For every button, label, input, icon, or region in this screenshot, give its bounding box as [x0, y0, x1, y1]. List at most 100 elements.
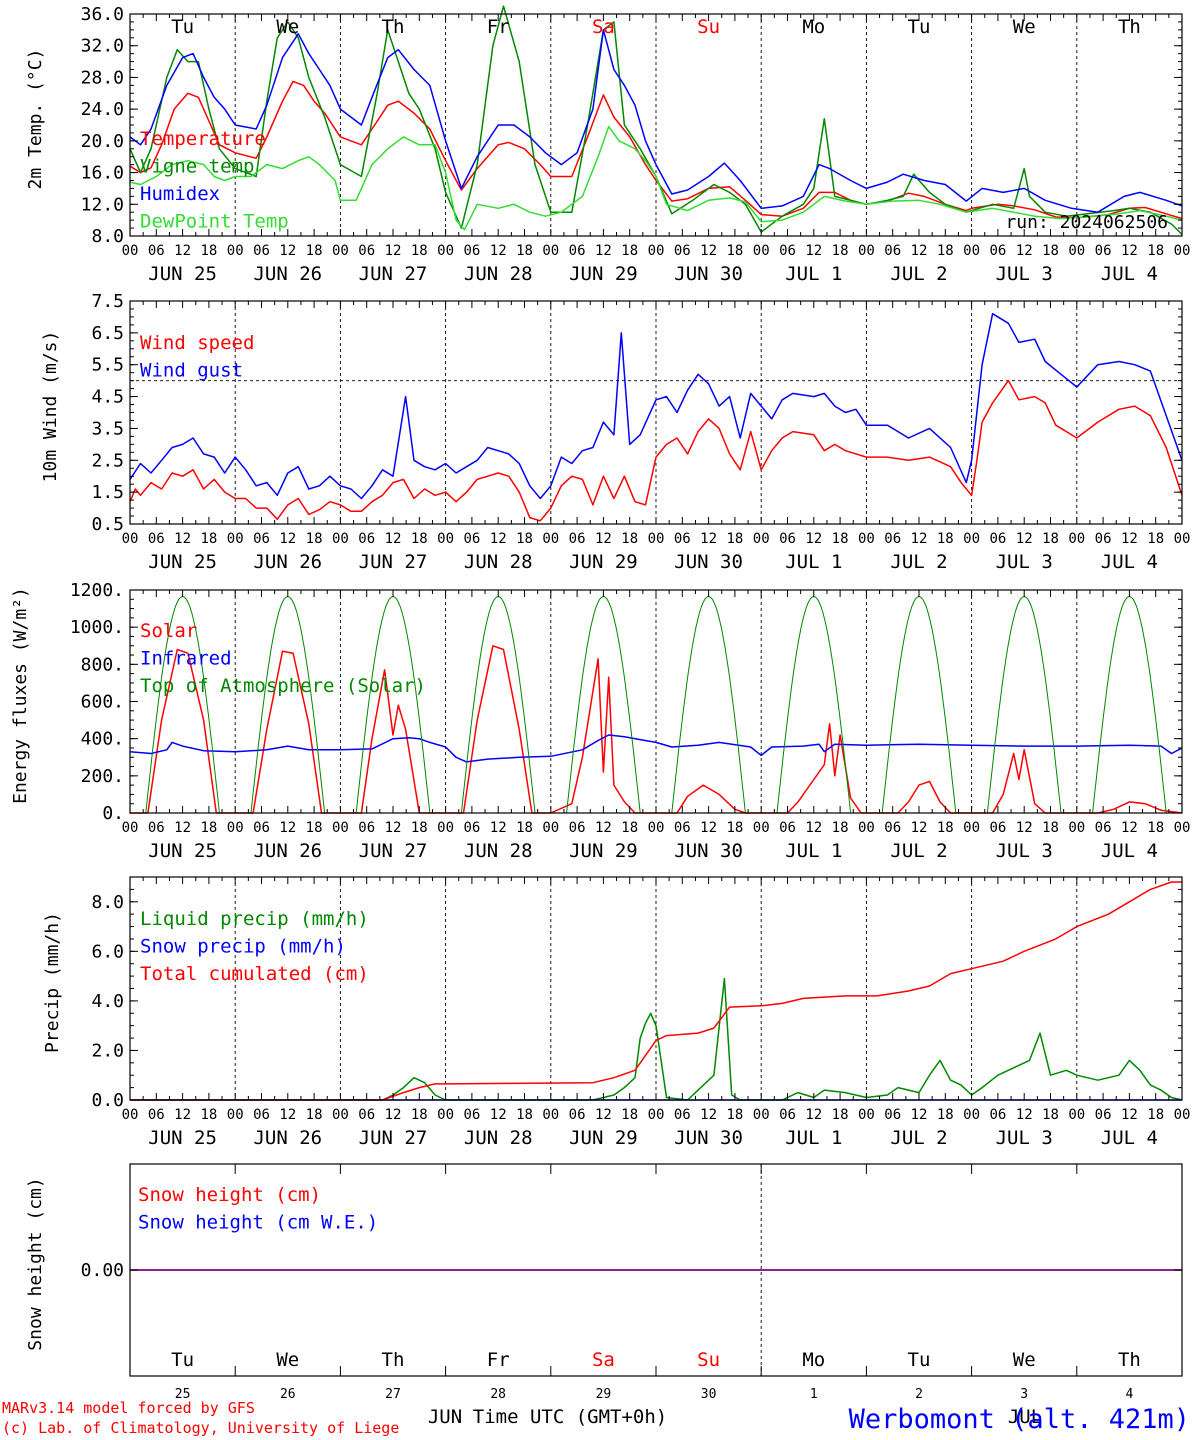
- hour-tick-label: 06: [779, 820, 796, 836]
- hour-tick-label: 18: [726, 243, 743, 259]
- hour-tick-label: 12: [279, 531, 296, 547]
- hour-tick-label: 12: [595, 243, 612, 259]
- hour-tick-label: 00: [437, 243, 454, 259]
- hour-tick-label: 12: [1121, 820, 1138, 836]
- hour-tick-label: 00: [963, 531, 980, 547]
- date-label: JUN 27: [359, 1127, 428, 1149]
- hour-tick-label: 00: [437, 820, 454, 836]
- hour-tick-label: 12: [911, 1107, 928, 1123]
- hour-tick-label: 12: [490, 1107, 507, 1123]
- weekday-label: We: [1013, 16, 1036, 38]
- y-tick-label: 8.0: [91, 226, 124, 247]
- hour-tick-label: 06: [148, 243, 165, 259]
- legend-entry: Snow height (cm): [138, 1184, 321, 1206]
- hour-tick-label: 06: [253, 243, 270, 259]
- y-tick-label: 400.: [81, 729, 124, 750]
- hour-tick-label: 06: [358, 1107, 375, 1123]
- hour-tick-label: 00: [753, 820, 770, 836]
- hour-tick-label: 12: [595, 820, 612, 836]
- day-number-label: 30: [701, 1387, 717, 1402]
- weekday-label: Mo: [802, 1349, 825, 1371]
- hour-tick-label: 06: [253, 531, 270, 547]
- y-tick-label: 1.5: [91, 482, 124, 503]
- date-label: JUL 4: [1101, 840, 1158, 862]
- date-label: JUN 26: [253, 551, 322, 573]
- hour-tick-label: 06: [989, 820, 1006, 836]
- hour-tick-label: 06: [779, 531, 796, 547]
- hour-tick-label: 00: [227, 820, 244, 836]
- date-label: JUN 28: [464, 263, 533, 285]
- label-layer: 8.012.016.020.024.028.032.036.02m Temp. …: [10, 4, 1190, 1402]
- hour-tick-label: 12: [174, 531, 191, 547]
- hour-tick-label: 18: [621, 531, 638, 547]
- hour-tick-label: 06: [884, 243, 901, 259]
- hour-tick-label: 12: [1121, 243, 1138, 259]
- weekday-label: Mo: [802, 16, 825, 38]
- hour-tick-label: 12: [805, 531, 822, 547]
- hour-tick-label: 00: [542, 531, 559, 547]
- y-tick-label: 8.0: [91, 892, 124, 913]
- hour-tick-label: 18: [1147, 243, 1164, 259]
- weekday-label: Tu: [171, 16, 194, 38]
- y-tick-label: 32.0: [81, 36, 124, 57]
- hour-tick-label: 18: [1042, 1107, 1059, 1123]
- hour-tick-label: 18: [726, 531, 743, 547]
- series-line: [129, 312, 1183, 500]
- date-label: JUL 1: [785, 551, 842, 573]
- y-tick-label: 200.: [81, 766, 124, 787]
- legend-entry: Total cumulated (cm): [140, 963, 369, 985]
- legend-entry: Temperature: [140, 128, 266, 150]
- day-number-label: 27: [385, 1387, 401, 1402]
- hour-tick-label: 00: [227, 531, 244, 547]
- hour-tick-label: 18: [621, 1107, 638, 1123]
- date-label: JUN 27: [359, 551, 428, 573]
- hour-tick-label: 18: [516, 531, 533, 547]
- hour-tick-label: 00: [1174, 531, 1191, 547]
- date-label: JUL 2: [890, 840, 947, 862]
- legend-entry: Wind speed: [140, 332, 254, 354]
- xaxis-title: Time UTC (GMT+0h): [473, 1406, 667, 1428]
- day-number-label: 26: [280, 1387, 296, 1402]
- legend-entry: Top of Atmosphere (Solar): [140, 675, 426, 697]
- day-number-label: 29: [596, 1387, 612, 1402]
- hour-tick-label: 00: [858, 243, 875, 259]
- hour-tick-label: 18: [621, 243, 638, 259]
- station-label: Werbomont (alt. 421m): [849, 1404, 1190, 1435]
- hour-tick-label: 06: [569, 820, 586, 836]
- hour-tick-label: 00: [542, 820, 559, 836]
- hour-tick-label: 06: [779, 1107, 796, 1123]
- weekday-label: Fr: [487, 1349, 510, 1371]
- hour-tick-label: 18: [411, 243, 428, 259]
- hour-tick-label: 18: [937, 1107, 954, 1123]
- hour-tick-label: 06: [358, 243, 375, 259]
- hour-tick-label: 06: [463, 243, 480, 259]
- hour-tick-label: 12: [385, 820, 402, 836]
- hour-tick-label: 00: [858, 820, 875, 836]
- hour-tick-label: 00: [648, 820, 665, 836]
- date-label: JUL 1: [785, 263, 842, 285]
- weekday-label: Su: [697, 1349, 720, 1371]
- hour-tick-label: 12: [805, 1107, 822, 1123]
- hour-tick-label: 12: [174, 820, 191, 836]
- hour-tick-label: 06: [779, 243, 796, 259]
- hour-tick-label: 06: [148, 1107, 165, 1123]
- hour-tick-label: 12: [174, 1107, 191, 1123]
- hour-tick-label: 00: [648, 243, 665, 259]
- day-number-label: 2: [915, 1387, 923, 1402]
- hour-tick-label: 18: [516, 243, 533, 259]
- y-tick-label: 1000.: [70, 617, 124, 638]
- date-label: JUN 25: [148, 551, 217, 573]
- hour-tick-label: 00: [542, 243, 559, 259]
- hour-tick-label: 06: [674, 531, 691, 547]
- hour-tick-label: 06: [1095, 820, 1112, 836]
- weekday-label: We: [1013, 1349, 1036, 1371]
- date-label: JUN 28: [464, 840, 533, 862]
- y-axis-title: Energy fluxes (W/m²): [10, 587, 31, 804]
- legend-entry: Solar: [140, 620, 197, 642]
- hour-tick-label: 12: [805, 243, 822, 259]
- hour-tick-label: 18: [832, 1107, 849, 1123]
- hour-tick-label: 00: [858, 1107, 875, 1123]
- legend-entry: Infrared: [140, 648, 232, 670]
- hour-tick-label: 00: [753, 243, 770, 259]
